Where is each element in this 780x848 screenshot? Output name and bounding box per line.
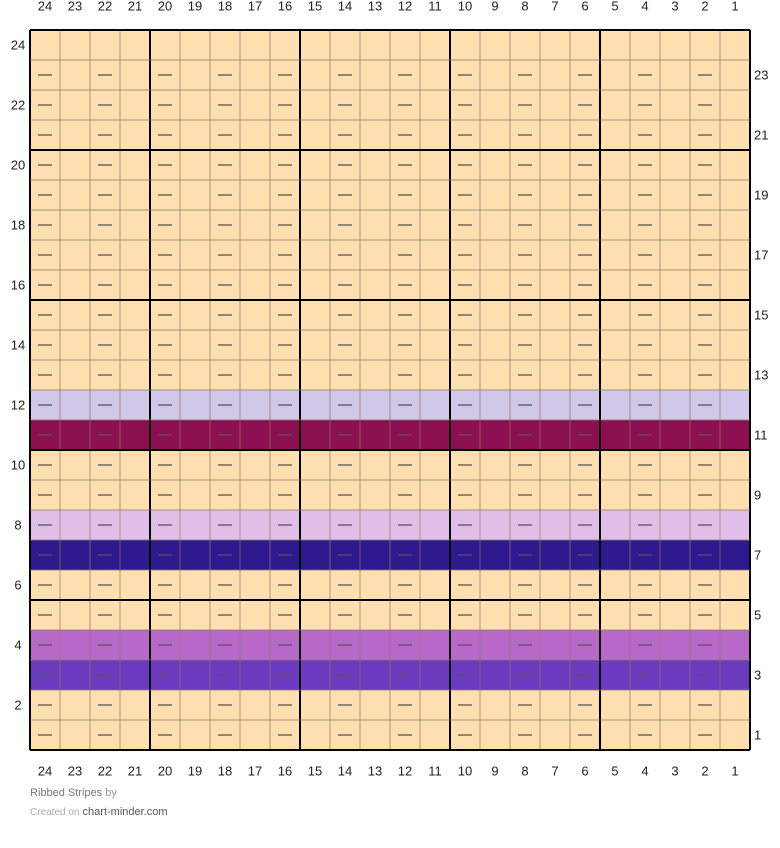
column-label: 17 [248,763,262,778]
column-label: 16 [278,763,292,778]
column-label: 1 [731,0,738,13]
column-label: 8 [521,763,528,778]
column-label: 23 [68,0,82,13]
column-label: 10 [458,763,472,778]
column-label: 20 [158,763,172,778]
column-label: 21 [128,0,142,13]
row-label: 22 [11,97,25,112]
row-label: 15 [754,307,768,322]
column-label: 15 [308,0,322,13]
pattern-title: Ribbed Stripes [30,787,103,799]
column-label: 20 [158,0,172,13]
column-label: 5 [611,0,618,13]
row-label: 3 [754,667,761,682]
row-label: 18 [11,217,25,232]
column-label: 21 [128,763,142,778]
footer-line: Created on chart-minder.com [30,806,168,818]
created-text: Created on [30,807,80,818]
row-label: 6 [14,577,21,592]
column-label: 19 [188,763,202,778]
row-label: 19 [754,187,768,202]
row-label: 13 [754,367,768,382]
column-label: 7 [551,0,558,13]
column-label: 13 [368,0,382,13]
column-label: 16 [278,0,292,13]
column-label: 17 [248,0,262,13]
column-label: 1 [731,763,738,778]
row-label: 16 [11,277,25,292]
column-label: 14 [338,763,352,778]
column-label: 7 [551,763,558,778]
row-label: 17 [754,247,768,262]
column-label: 24 [38,0,52,13]
column-label: 10 [458,0,472,13]
footer-line: Ribbed Stripes by [30,787,117,799]
column-label: 3 [671,0,678,13]
column-label: 22 [98,763,112,778]
row-label: 23 [754,67,768,82]
site-link[interactable]: chart-minder.com [82,806,168,818]
row-label: 9 [754,487,761,502]
column-label: 5 [611,763,618,778]
column-label: 11 [428,0,442,13]
column-label: 2 [701,0,708,13]
column-label: 4 [641,763,648,778]
row-label: 5 [754,607,761,622]
row-label: 20 [11,157,25,172]
row-label: 14 [11,337,25,352]
column-label: 19 [188,0,202,13]
row-label: 4 [14,637,21,652]
row-label: 12 [11,397,25,412]
column-label: 11 [428,763,442,778]
column-label: 12 [398,0,412,13]
column-label: 9 [491,763,498,778]
column-label: 2 [701,763,708,778]
column-label: 23 [68,763,82,778]
row-label: 7 [754,547,761,562]
column-label: 6 [581,763,588,778]
column-label: 14 [338,0,352,13]
row-label: 2 [14,697,21,712]
column-label: 8 [521,0,528,13]
row-label: 8 [14,517,21,532]
column-label: 18 [218,0,232,13]
by-text: by [105,787,117,799]
column-label: 6 [581,0,588,13]
row-label: 24 [11,37,25,52]
column-label: 18 [218,763,232,778]
row-label: 1 [754,727,761,742]
column-label: 4 [641,0,648,13]
column-label: 3 [671,763,678,778]
column-label: 22 [98,0,112,13]
row-label: 21 [754,127,768,142]
column-label: 12 [398,763,412,778]
row-label: 10 [11,457,25,472]
row-label: 11 [754,427,768,442]
column-label: 24 [38,763,52,778]
column-label: 9 [491,0,498,13]
column-label: 13 [368,763,382,778]
column-label: 15 [308,763,322,778]
